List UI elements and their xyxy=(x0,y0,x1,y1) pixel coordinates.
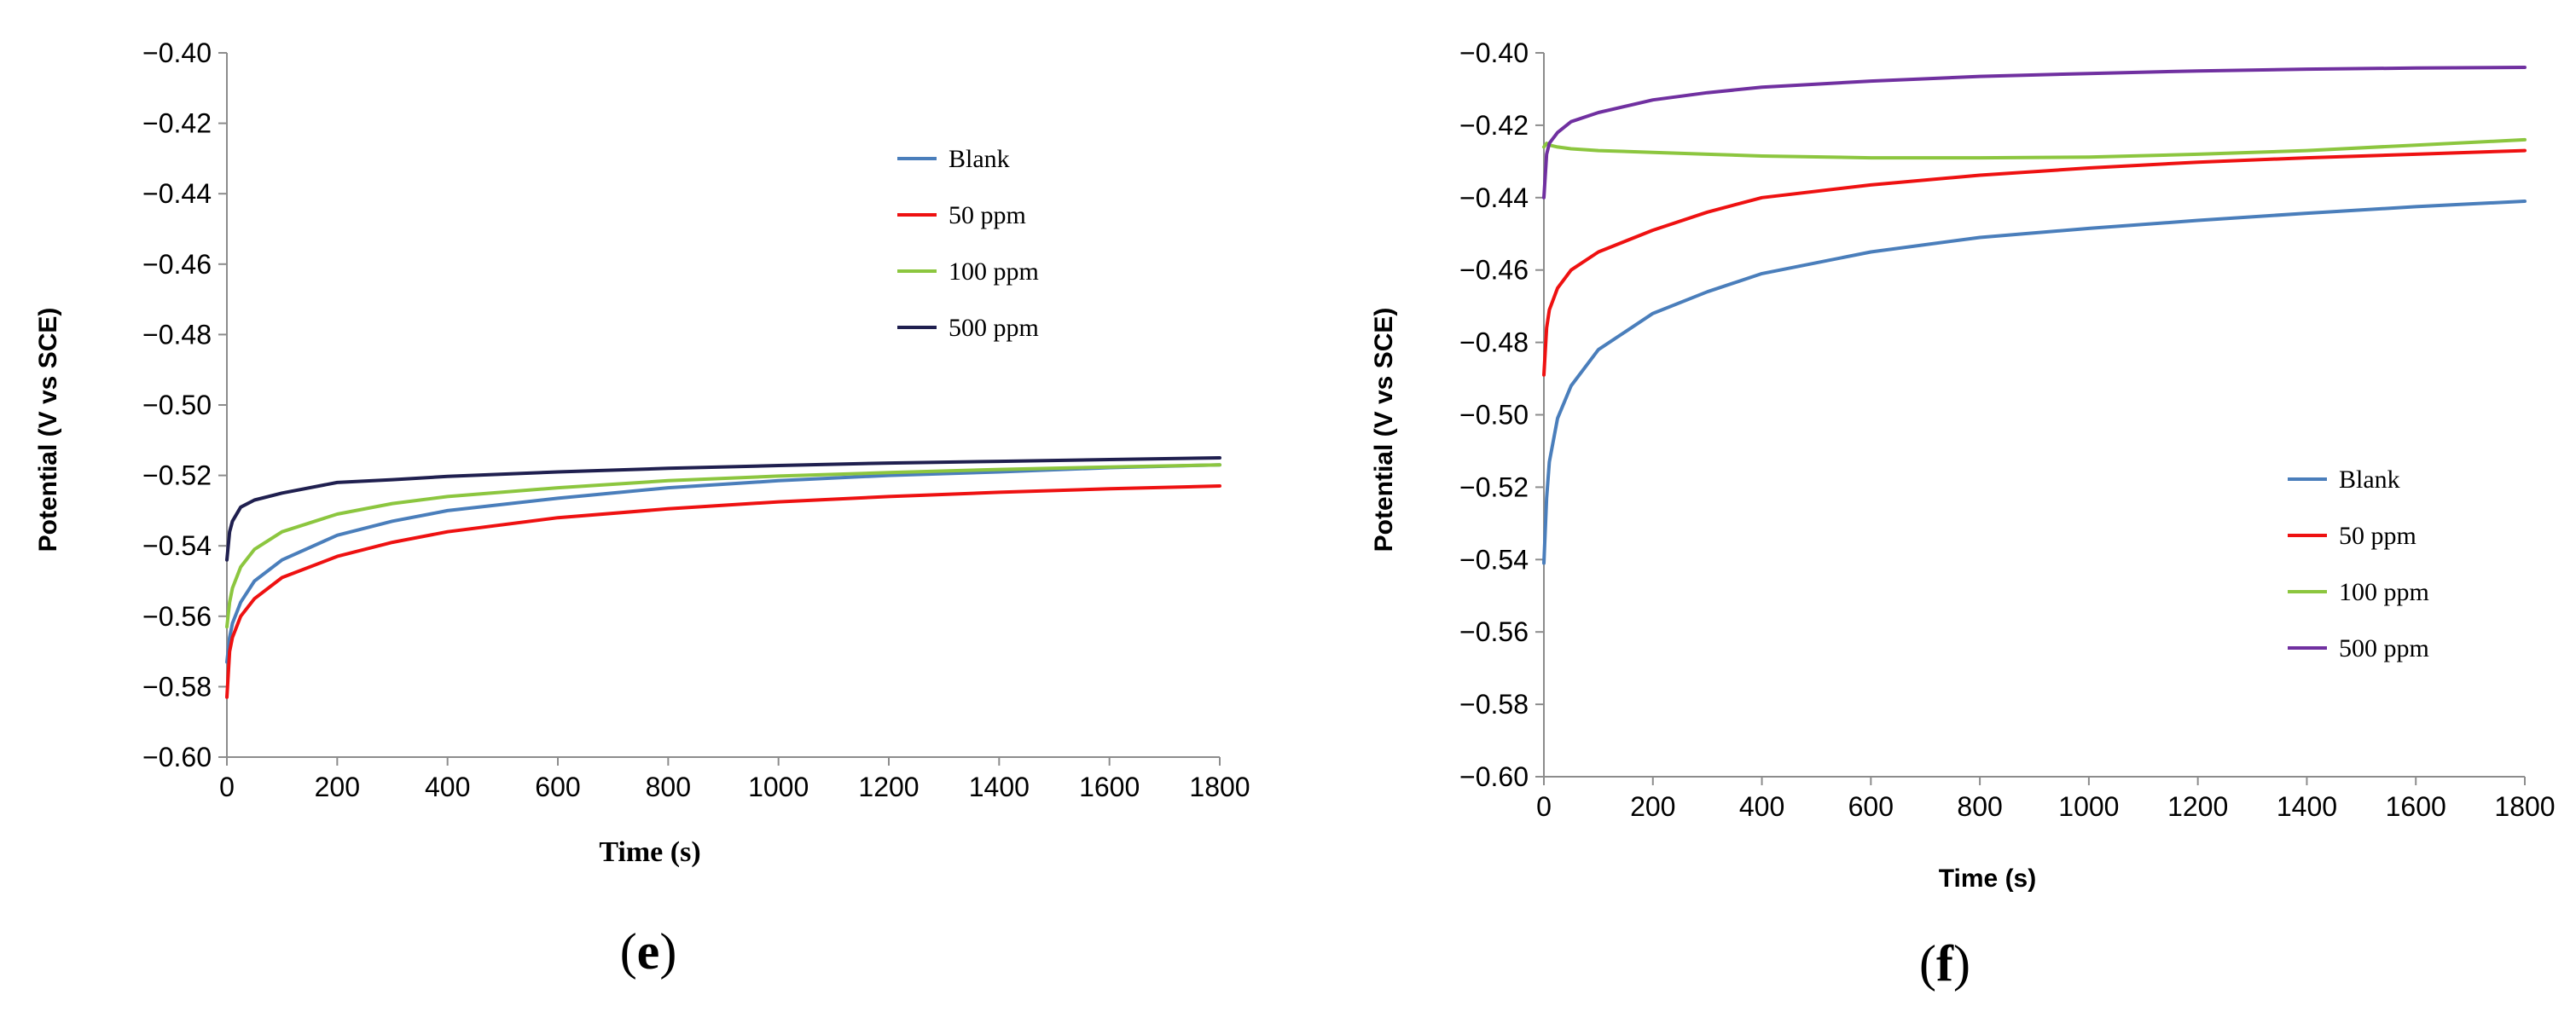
series-group xyxy=(1542,66,2527,565)
y-tick-label: −0.54 xyxy=(142,530,212,561)
x-tick-label: 200 xyxy=(315,772,360,802)
x-tick-label: 1200 xyxy=(858,772,919,802)
x-tick-label: 800 xyxy=(1957,791,2002,822)
panel-paren-close: ) xyxy=(1953,935,1970,992)
x-tick-label: 200 xyxy=(1630,791,1675,822)
y-tick-label: −0.40 xyxy=(1459,38,1529,68)
chart-panel-f: −0.40 −0.42 −0.44 −0.46 −0.48 −0.50 −0.52 −0.54… xyxy=(1370,38,2556,992)
series-line-blank xyxy=(1542,200,2527,565)
legend-label-50-ppm: 50 ppm xyxy=(949,201,1026,229)
series-line-100-ppm xyxy=(225,463,1221,629)
x-tick-label: 0 xyxy=(219,772,235,802)
y-tick-label: −0.40 xyxy=(142,38,212,68)
x-tick-label: 600 xyxy=(535,772,580,802)
legend-label-500-ppm: 500 ppm xyxy=(2339,634,2429,662)
x-axis-ticks: 0 200 400 600 800 1000 1200 1400 1600 1800 xyxy=(219,757,1250,802)
legend: Blank 50 ppm 100 ppm 500 ppm xyxy=(897,145,1039,342)
x-tick-label: 1000 xyxy=(748,772,809,802)
x-tick-label: 1200 xyxy=(2167,791,2228,822)
panel-paren-open: ( xyxy=(620,923,637,980)
series-line-50-ppm xyxy=(1542,148,2527,377)
y-tick-label: −0.58 xyxy=(1459,689,1529,720)
panel-label-e: (e) xyxy=(620,923,677,980)
y-tick-label: −0.52 xyxy=(142,460,212,491)
series-line-500-ppm xyxy=(1542,66,2527,200)
series-line-blank xyxy=(225,463,1221,664)
y-tick-label: −0.44 xyxy=(1459,182,1529,213)
y-tick-label: −0.44 xyxy=(142,178,212,209)
y-tick-label: −0.42 xyxy=(1459,110,1529,141)
y-tick-label: −0.52 xyxy=(1459,471,1529,502)
x-tick-label: 1400 xyxy=(2277,791,2337,822)
legend-label-blank: Blank xyxy=(949,145,1010,173)
y-tick-label: −0.48 xyxy=(142,319,212,350)
x-tick-label: 1800 xyxy=(2494,791,2555,822)
legend-label-blank: Blank xyxy=(2339,466,2400,494)
x-axis-label: Time (s) xyxy=(1939,865,2036,893)
x-axis-label: Time (s) xyxy=(599,836,700,868)
series-group xyxy=(225,456,1221,699)
x-tick-label: 0 xyxy=(1536,791,1552,822)
x-tick-label: 1600 xyxy=(1079,772,1140,802)
legend: Blank 50 ppm 100 ppm 500 ppm xyxy=(2288,466,2429,662)
x-tick-label: 400 xyxy=(1739,791,1784,822)
y-tick-label: −0.46 xyxy=(142,249,212,280)
series-line-100-ppm xyxy=(1542,137,2527,160)
panel-paren-open: ( xyxy=(1919,935,1936,992)
y-tick-label: −0.46 xyxy=(1459,255,1529,286)
panel-letter-f: f xyxy=(1936,935,1954,992)
legend-label-100-ppm: 100 ppm xyxy=(2339,578,2429,606)
x-axis-ticks: 0 200 400 600 800 1000 1200 1400 1600 1800 xyxy=(1536,777,2556,822)
legend-label-500-ppm: 500 ppm xyxy=(949,314,1039,342)
y-axis-label: Potential (V vs SCE) xyxy=(1370,308,1398,552)
x-tick-label: 800 xyxy=(646,772,691,802)
x-tick-label: 1400 xyxy=(969,772,1030,802)
x-tick-label: 600 xyxy=(1848,791,1894,822)
y-tick-label: −0.58 xyxy=(142,671,212,702)
y-tick-label: −0.50 xyxy=(142,390,212,420)
x-tick-label: 400 xyxy=(425,772,470,802)
panel-letter-e: e xyxy=(637,923,660,980)
y-tick-label: −0.50 xyxy=(1459,400,1529,431)
series-line-50-ppm xyxy=(225,484,1221,699)
y-axis-ticks: −0.40 −0.42 −0.44 −0.46 −0.48 −0.50 −0.52 −0.54… xyxy=(1459,38,1544,792)
y-axis-ticks: −0.40 −0.42 −0.44 −0.46 −0.48 −0.50 −0.52 −0.54… xyxy=(142,38,227,772)
legend-label-100-ppm: 100 ppm xyxy=(949,257,1039,286)
y-tick-label: −0.56 xyxy=(142,601,212,632)
x-tick-label: 1000 xyxy=(2058,791,2119,822)
panel-paren-close: ) xyxy=(659,923,676,980)
series-line-500-ppm xyxy=(225,456,1221,562)
y-tick-label: −0.48 xyxy=(1459,327,1529,358)
chart-panel-e: −0.40 −0.42 −0.44 −0.46 −0.48 −0.50 −0.52 −0.54… xyxy=(34,38,1250,980)
y-axis-label: Potential (V vs SCE) xyxy=(34,308,62,552)
y-tick-label: −0.54 xyxy=(1459,544,1529,575)
legend-label-50-ppm: 50 ppm xyxy=(2339,522,2416,550)
x-tick-label: 1600 xyxy=(2386,791,2446,822)
y-tick-label: −0.56 xyxy=(1459,616,1529,647)
panel-label-f: (f) xyxy=(1919,935,1970,992)
y-tick-label: −0.60 xyxy=(142,742,212,772)
x-tick-label: 1800 xyxy=(1189,772,1250,802)
y-tick-label: −0.42 xyxy=(142,108,212,139)
y-tick-label: −0.60 xyxy=(1459,761,1529,792)
